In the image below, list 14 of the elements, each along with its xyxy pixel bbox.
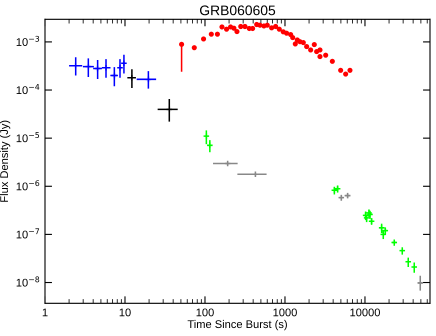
y-tick-label: 10$^{−3}$ (16, 36, 40, 46)
x-tick-label: 1000 (273, 308, 297, 316)
x-tick-label: 1 (42, 308, 48, 316)
y-tick-label: 10$^{−5}$ (16, 132, 40, 142)
y-axis-title: Flux Density (Jy) (0, 120, 10, 202)
x-tick-label: 10000 (350, 308, 380, 316)
y-tick-label: 10$^{−7}$ (16, 228, 40, 238)
y-tick-label: 10$^{−4}$ (16, 84, 40, 94)
x-tick-label: 100 (196, 308, 214, 316)
x-axis-title: Time Since Burst (s) (188, 320, 287, 330)
y-tick-label: 10$^{−6}$ (16, 180, 40, 190)
x-tick-label: 10 (120, 308, 131, 316)
y-tick-label: 10$^{−8}$ (16, 276, 40, 287)
chart-title: GRB060605 (200, 5, 276, 16)
